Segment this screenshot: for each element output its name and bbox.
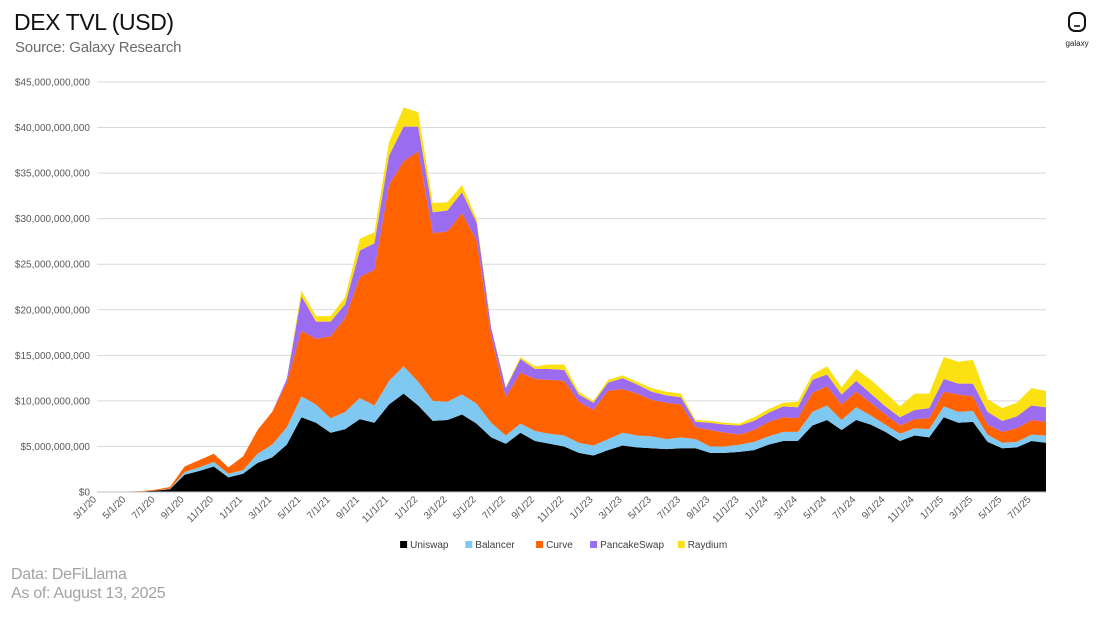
x-tick-label: 11/1/20: [185, 494, 216, 525]
x-tick-label: 3/1/21: [247, 494, 275, 522]
y-tick-label: $25,000,000,000: [15, 260, 91, 271]
x-tick-label: 1/1/25: [918, 494, 946, 522]
y-tick-label: $15,000,000,000: [15, 351, 91, 362]
legend-item-pancakeswap: PancakeSwap: [590, 540, 664, 551]
legend-item-balancer: Balancer: [465, 540, 515, 551]
x-tick-label: 3/1/25: [948, 494, 976, 522]
legend-label: Uniswap: [410, 540, 449, 551]
legend-label: Raydium: [688, 540, 727, 551]
area-series: [97, 107, 1046, 492]
as-of-date: As of: August 13, 2025: [11, 585, 166, 602]
legend-swatch: [465, 541, 473, 548]
area-uniswap: [97, 393, 1046, 492]
y-axis: $0 $5,000,000,000 $10,000,000,000 $15,000,0…: [15, 78, 91, 499]
x-tick-label: 11/1/22: [535, 494, 566, 525]
legend-item-curve: Curve: [536, 540, 573, 551]
x-tick-label: 5/1/25: [977, 494, 1005, 522]
x-tick-label: 1/1/23: [568, 494, 596, 522]
galaxy-logo: galaxy: [1062, 11, 1092, 48]
y-tick-label: $30,000,000,000: [15, 214, 91, 225]
y-tick-label: $10,000,000,000: [15, 396, 91, 407]
x-tick-label: 5/1/23: [626, 494, 654, 522]
x-tick-label: 11/1/24: [886, 494, 917, 525]
x-tick-label: 9/1/21: [334, 494, 362, 522]
x-tick-label: 3/1/24: [772, 494, 800, 522]
legend-swatch: [677, 541, 685, 548]
x-tick-label: 1/1/22: [393, 494, 421, 522]
x-tick-label: 7/1/25: [1006, 494, 1034, 522]
x-tick-label: 7/1/24: [831, 494, 859, 522]
legend-label: PancakeSwap: [600, 540, 664, 551]
legend-swatch: [400, 541, 408, 548]
y-tick-label: $35,000,000,000: [15, 169, 91, 180]
x-tick-label: 5/1/24: [802, 494, 830, 522]
legend-label: Balancer: [475, 540, 515, 551]
x-tick-label: 1/1/21: [218, 494, 246, 522]
y-tick-label: $20,000,000,000: [15, 305, 91, 316]
legend-swatch: [536, 541, 544, 548]
y-tick-label: $40,000,000,000: [15, 123, 91, 134]
legend: Uniswap Balancer Curve PancakeSwap Raydium: [400, 540, 727, 551]
data-source-note: Data: DeFiLlama: [11, 566, 127, 583]
galaxy-logo-icon: [1068, 12, 1086, 32]
x-tick-label: 5/1/22: [451, 494, 479, 522]
x-tick-label: 11/1/23: [711, 494, 742, 525]
legend-item-raydium: Raydium: [677, 540, 727, 551]
chart-title: DEX TVL (USD): [14, 9, 174, 35]
x-tick-label: 7/1/22: [480, 494, 508, 522]
y-tick-label: $0: [79, 488, 91, 499]
x-tick-label: 3/1/22: [422, 494, 450, 522]
x-tick-label: 11/1/21: [360, 494, 391, 525]
x-tick-label: 7/1/21: [305, 494, 333, 522]
x-tick-label: 9/1/20: [159, 494, 187, 522]
galaxy-logo-text: galaxy: [1065, 39, 1089, 48]
x-tick-label: 7/1/20: [130, 494, 158, 522]
y-tick-label: $45,000,000,000: [15, 78, 91, 89]
x-tick-label: 9/1/23: [685, 494, 713, 522]
x-tick-label: 7/1/23: [656, 494, 684, 522]
area-curve: [97, 151, 1046, 492]
x-tick-label: 9/1/22: [510, 494, 538, 522]
x-tick-label: 3/1/23: [597, 494, 625, 522]
x-tick-label: 1/1/24: [743, 494, 771, 522]
x-tick-label: 5/1/20: [101, 494, 129, 522]
x-tick-label: 9/1/24: [860, 494, 888, 522]
y-tick-label: $5,000,000,000: [20, 442, 90, 453]
chart-subtitle: Source: Galaxy Research: [15, 39, 182, 56]
legend-item-uniswap: Uniswap: [400, 540, 449, 551]
area-balancer: [97, 366, 1046, 492]
x-tick-label: 5/1/21: [276, 494, 304, 522]
legend-swatch: [590, 541, 598, 548]
legend-label: Curve: [546, 540, 573, 551]
